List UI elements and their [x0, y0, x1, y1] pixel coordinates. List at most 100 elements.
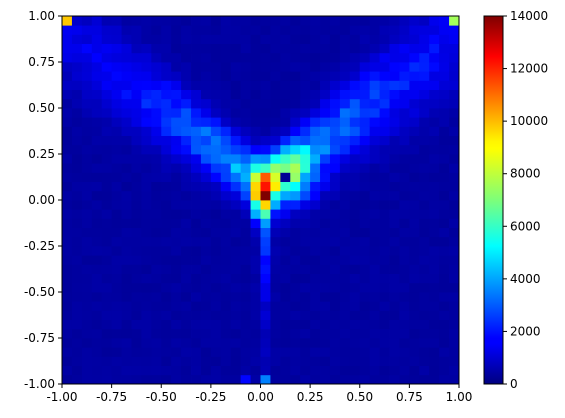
heatmap-cell — [81, 16, 93, 26]
heatmap-cell — [320, 34, 331, 44]
heatmap-cell — [270, 200, 281, 210]
heatmap-cell — [439, 126, 450, 136]
heatmap-cell — [399, 25, 410, 35]
heatmap-cell — [91, 181, 103, 192]
heatmap-cell — [91, 209, 103, 219]
heatmap-cell — [349, 227, 361, 238]
heatmap-cell — [181, 264, 192, 274]
heatmap-cell — [409, 200, 420, 210]
heatmap-cell — [359, 108, 371, 118]
heatmap-cell — [429, 62, 440, 72]
heatmap-cell — [200, 218, 212, 228]
heatmap-cell — [91, 200, 103, 210]
heatmap-cell — [240, 328, 251, 339]
heatmap-cell — [111, 172, 122, 182]
heatmap-cell — [250, 246, 261, 256]
heatmap-cell — [270, 255, 281, 265]
heatmap-cell — [280, 328, 291, 339]
heatmap-cell — [111, 126, 122, 136]
heatmap-cell — [161, 154, 172, 164]
heatmap-cell — [359, 310, 371, 320]
heatmap-cell — [300, 246, 311, 256]
heatmap-cell — [290, 338, 301, 348]
heatmap-cell — [101, 347, 113, 357]
heatmap-cell — [191, 255, 202, 265]
heatmap-cell — [349, 108, 361, 118]
heatmap-cell — [131, 89, 142, 100]
heatmap-cell — [200, 301, 212, 311]
heatmap-cell — [240, 356, 251, 366]
heatmap-cell — [91, 301, 103, 311]
heatmap-cell — [71, 190, 83, 201]
heatmap-cell — [290, 255, 301, 265]
heatmap-cell — [449, 126, 460, 136]
heatmap-cell — [359, 218, 371, 228]
heatmap-cell — [121, 16, 132, 26]
heatmap-cell — [101, 200, 113, 210]
heatmap-cell — [210, 98, 222, 109]
heatmap-cell — [121, 135, 132, 146]
heatmap-cell — [121, 154, 132, 164]
heatmap-cell — [181, 144, 192, 155]
heatmap-cell — [161, 98, 172, 109]
heatmap-cell — [270, 181, 281, 192]
heatmap-cell — [240, 98, 251, 109]
heatmap-cell — [240, 374, 251, 385]
heatmap-cell — [230, 356, 242, 366]
heatmap-cell — [91, 347, 103, 357]
heatmap-cell — [111, 273, 122, 284]
heatmap-cell — [62, 163, 73, 173]
heatmap-cell — [339, 209, 351, 219]
heatmap-cell — [320, 62, 331, 72]
heatmap-cell — [240, 172, 251, 182]
heatmap-cell — [320, 190, 331, 201]
heatmap-cell — [369, 218, 381, 228]
heatmap-cell — [280, 144, 291, 155]
heatmap-cell — [290, 374, 301, 385]
heatmap-cell — [111, 310, 122, 320]
heatmap-cell — [181, 319, 192, 330]
heatmap-cell — [230, 34, 242, 44]
heatmap-cell — [329, 181, 341, 192]
heatmap-cell — [81, 117, 93, 127]
heatmap-cell — [151, 43, 162, 54]
heatmap-cell — [439, 163, 450, 173]
heatmap-cell — [260, 62, 271, 72]
colorbar — [483, 15, 504, 385]
heatmap-cell — [270, 347, 281, 357]
heatmap-cell — [200, 200, 212, 210]
heatmap-cell — [379, 98, 390, 109]
heatmap-cell — [339, 25, 351, 35]
heatmap-cell — [409, 347, 420, 357]
heatmap-cell — [260, 190, 271, 201]
heatmap-cell — [81, 43, 93, 54]
heatmap-cell — [91, 218, 103, 228]
heatmap-cell — [260, 273, 271, 284]
heatmap-cell — [290, 144, 301, 155]
heatmap-cell — [111, 282, 122, 293]
heatmap-cell — [131, 328, 142, 339]
heatmap-cell — [240, 154, 251, 164]
heatmap-cell — [230, 16, 242, 26]
heatmap-cell — [191, 43, 202, 54]
heatmap-cell — [81, 227, 93, 238]
heatmap-cell — [250, 356, 261, 366]
heatmap-cell — [240, 43, 251, 54]
heatmap-cell — [329, 71, 341, 81]
heatmap-cell — [439, 292, 450, 302]
heatmap-cell — [101, 310, 113, 320]
heatmap-cell — [280, 246, 291, 256]
heatmap-cell — [429, 80, 440, 90]
heatmap-cell — [101, 338, 113, 348]
heatmap-cell — [429, 227, 440, 238]
heatmap-cell — [379, 163, 390, 173]
heatmap-cell — [290, 163, 301, 173]
heatmap-cell — [191, 154, 202, 164]
heatmap-cell — [379, 374, 390, 385]
heatmap-cell — [81, 218, 93, 228]
heatmap-cell — [270, 62, 281, 72]
heatmap-cell — [439, 108, 450, 118]
heatmap-cell — [200, 365, 212, 376]
heatmap-cell — [329, 301, 341, 311]
heatmap-cell — [320, 319, 331, 330]
